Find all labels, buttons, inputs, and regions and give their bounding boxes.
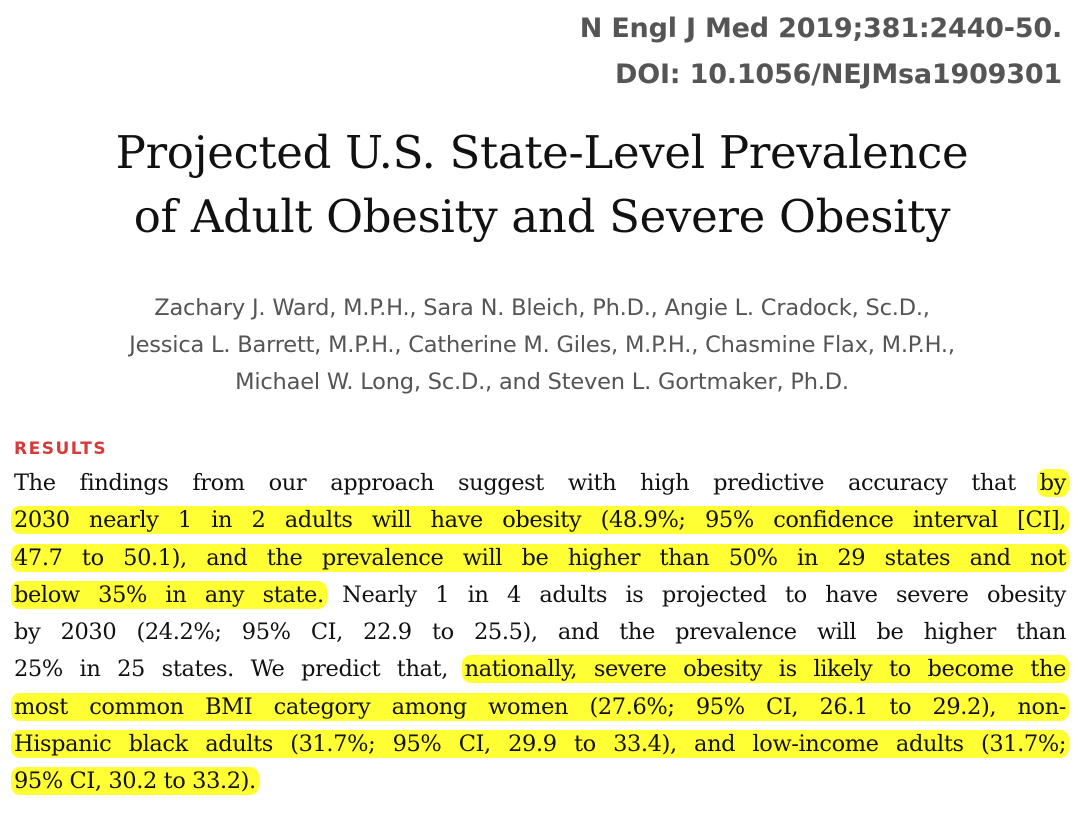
highlighted-text: nationally, severe obesity is likely to … bbox=[461, 655, 1070, 684]
highlighted-text: Hispanic black adults (31.7%; 95% CI, 29… bbox=[11, 730, 1069, 759]
title-line-2: of Adult Obesity and Severe Obesity bbox=[133, 190, 951, 243]
results-line-1: The findings from our approach suggest w… bbox=[14, 465, 1069, 502]
plain-text: The findings from our approach suggest w… bbox=[14, 470, 1040, 496]
highlighted-text: most common BMI category among women (27… bbox=[11, 692, 1069, 721]
results-line-4: below 35% in any state. Nearly 1 in 4 ad… bbox=[11, 577, 1066, 614]
results-line-9: 95% CI, 30.2 to 33.2). bbox=[11, 763, 1066, 800]
results-line-5: by 2030 (24.2%; 95% CI, 22.9 to 25.5), a… bbox=[14, 614, 1066, 651]
doi-citation: DOI: 10.1056/NEJMsa1909301 bbox=[615, 59, 1062, 90]
author-list: Zachary J. Ward, M.P.H., Sara N. Bleich,… bbox=[0, 290, 1084, 401]
highlighted-text: 95% CI, 30.2 to 33.2). bbox=[11, 767, 259, 796]
results-line-2: 2030 nearly 1 in 2 adults will have obes… bbox=[11, 502, 1069, 539]
author-line-2: Jessica L. Barrett, M.P.H., Catherine M.… bbox=[129, 332, 955, 358]
journal-citation: N Engl J Med 2019;381:2440-50. bbox=[579, 13, 1062, 44]
title-line-1: Projected U.S. State-Level Prevalence bbox=[115, 126, 969, 179]
highlighted-text: below 35% in any state. bbox=[11, 580, 327, 609]
highlighted-text: by bbox=[1036, 469, 1069, 497]
results-line-7: most common BMI category among women (27… bbox=[11, 689, 1069, 726]
results-line-3: 47.7 to 50.1), and the prevalence will b… bbox=[11, 540, 1069, 577]
results-paragraph: The findings from our approach suggest w… bbox=[11, 465, 1070, 801]
author-line-3: Michael W. Long, Sc.D., and Steven L. Go… bbox=[235, 369, 849, 395]
highlighted-text: 47.7 to 50.1), and the prevalence will b… bbox=[11, 543, 1069, 572]
results-line-8: Hispanic black adults (31.7%; 95% CI, 29… bbox=[11, 726, 1069, 763]
plain-text: Nearly 1 in 4 adults is projected to hav… bbox=[323, 581, 1066, 608]
author-line-1: Zachary J. Ward, M.P.H., Sara N. Bleich,… bbox=[154, 295, 930, 321]
plain-text: 25% in 25 states. We predict that, bbox=[14, 656, 465, 683]
results-line-6: 25% in 25 states. We predict that, natio… bbox=[14, 651, 1070, 688]
article-title: Projected U.S. State-Level Prevalence of… bbox=[0, 121, 1084, 249]
citation-block: N Engl J Med 2019;381:2440-50. DOI: 10.1… bbox=[462, 6, 1062, 98]
highlighted-text: 2030 nearly 1 in 2 adults will have obes… bbox=[11, 506, 1069, 535]
results-heading: RESULTS bbox=[14, 439, 108, 459]
plain-text: by 2030 (24.2%; 95% CI, 22.9 to 25.5), a… bbox=[14, 619, 1066, 646]
